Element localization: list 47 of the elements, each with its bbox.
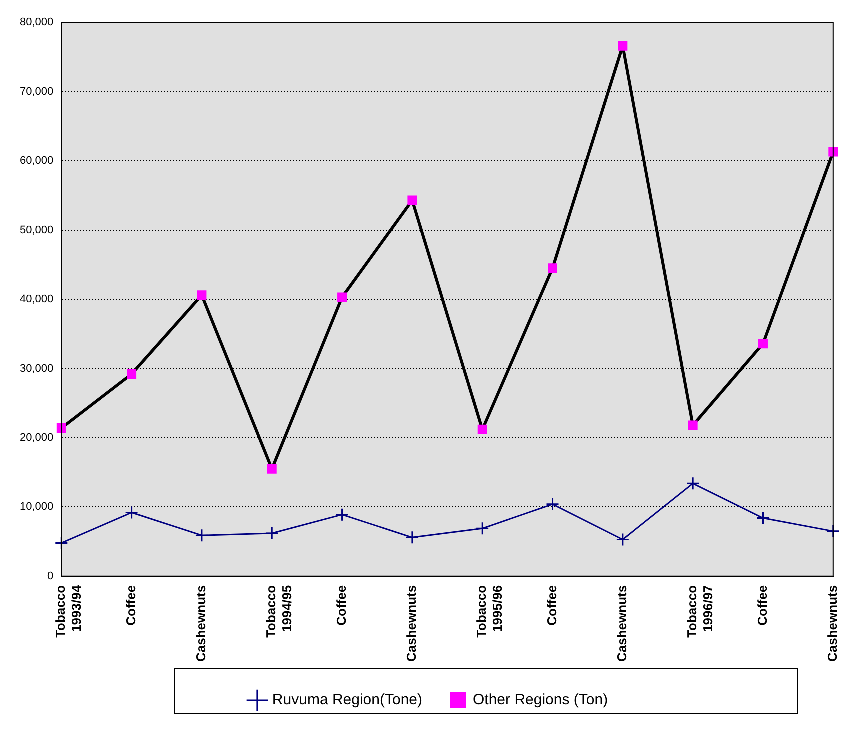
x-tick-label: Coffee [123,585,138,626]
point [195,528,209,542]
y-tick-label: 60,000 [20,155,54,168]
point [127,370,137,380]
point [616,532,630,546]
legend-label: Other Regions (Ton) [473,692,608,709]
y-tick-label: 40,000 [20,294,54,306]
point [267,464,277,474]
point [54,536,68,550]
y-tick-label: 0 [48,570,54,582]
point [476,522,490,536]
point [828,147,838,157]
point [197,290,207,300]
x-tick-label: Tobacco 1994/95 [264,585,294,638]
point [338,292,348,302]
point [478,424,488,434]
point [686,476,700,490]
point [406,530,420,544]
x-tick-label: Coffee [754,585,770,626]
x-tick-label: Tobacco 1995/96 [474,585,505,638]
x-tick-label: Cashewnuts [404,585,420,662]
point [826,524,840,538]
x-tick-label: Coffee [334,585,349,626]
point [688,420,698,430]
point [548,264,558,274]
point [56,424,66,434]
point [265,526,279,540]
y-tick-label: 80,000 [20,16,54,29]
point [408,196,418,206]
y-tick-label: 30,000 [20,362,54,375]
point [336,508,350,522]
x-tick-label: Cashewnuts [614,585,630,662]
point [125,506,139,520]
point [546,498,560,512]
legend-label: Ruvuma Region(Tone) [272,692,423,709]
y-tick-label: 10,000 [20,501,54,514]
point [618,41,628,51]
x-tick-label: Tobacco 1993/94 [53,584,84,638]
point [758,339,768,349]
x-tick-label: Tobacco 1996/97 [684,585,716,638]
point [756,512,770,526]
y-tick-label: 20,000 [20,432,54,444]
y-tick-label: 70,000 [20,86,54,98]
x-tick-label: Cashewnuts [194,585,209,662]
x-tick-label: Cashewnuts [824,585,840,662]
x-tick-label: Coffee [544,585,560,626]
y-tick-label: 50,000 [20,224,54,236]
